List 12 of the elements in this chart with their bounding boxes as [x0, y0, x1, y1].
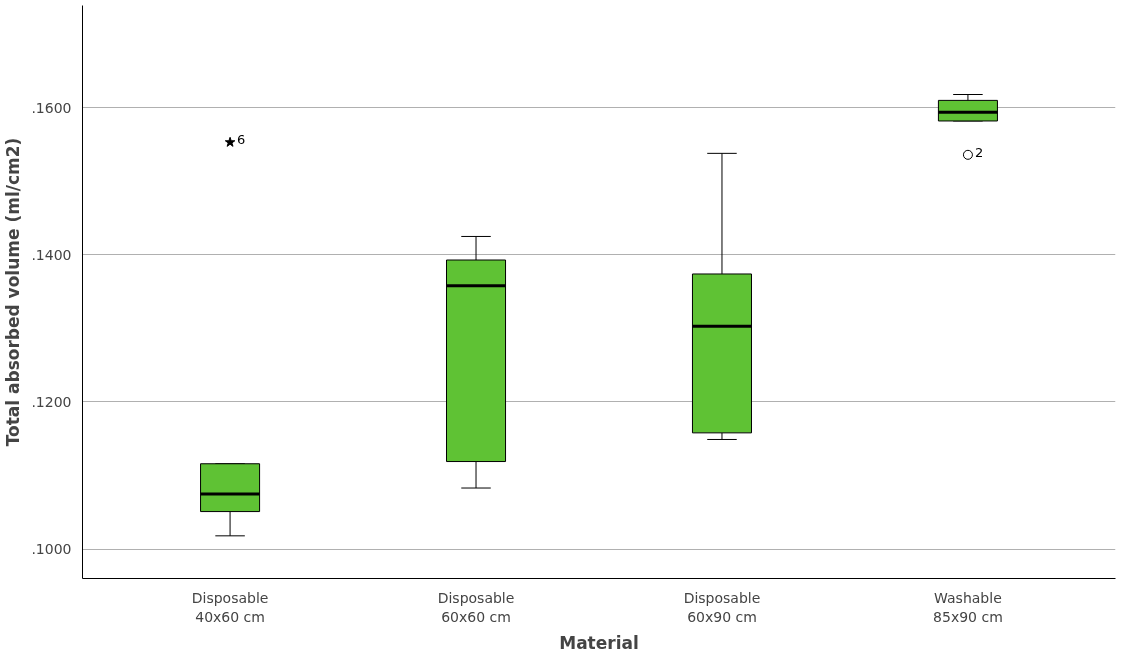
x-tick-label: Disposable 60x90 cm — [683, 589, 761, 625]
x-axis-title: Material — [559, 632, 639, 653]
annotation: 6 — [237, 132, 246, 148]
x-tick-label: Disposable 60x60 cm — [437, 589, 515, 625]
y-tick-label: .1000 — [31, 541, 72, 558]
annotation: 2 — [974, 144, 984, 160]
x-tick-label: Washable 85x90 cm — [933, 589, 1003, 625]
y-tick-label: .1400 — [31, 246, 72, 263]
x-tick-label: Disposable 40x60 cm — [191, 589, 269, 625]
y-tick-label: .1200 — [31, 393, 72, 410]
y-axis-title: Total absorbed volume (ml/cm2) — [3, 137, 24, 447]
y-tick-label: .1600 — [31, 99, 72, 116]
